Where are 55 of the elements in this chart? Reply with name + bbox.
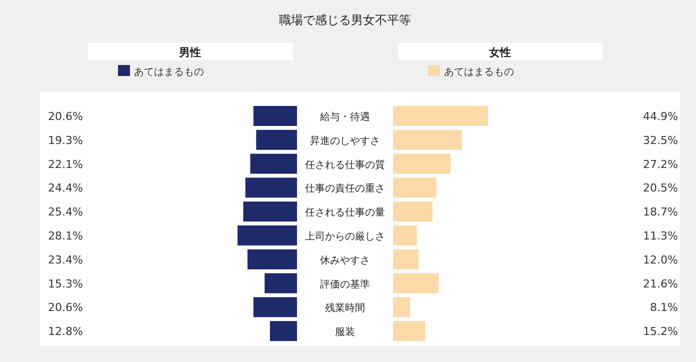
data-label: 23.4% [48, 253, 83, 266]
bar [393, 225, 417, 246]
data-label: 20.6% [48, 110, 83, 123]
text: 職場で感じる男女不平等 [279, 13, 411, 27]
data-label: 20.5% [643, 182, 678, 195]
data-label: 44.9% [643, 110, 678, 123]
data-label: 22.1% [48, 158, 83, 171]
bar [393, 202, 433, 222]
data-label: 28.1% [48, 229, 83, 242]
y-tick-label: 休みやすさ [320, 255, 370, 266]
y-tick-label: 上司からの厳しさ [305, 230, 385, 242]
data-label: 12.8% [48, 325, 83, 338]
legend-label: あてはまるもの [444, 67, 514, 78]
y-tick-label: 昇進のしやすさ [310, 134, 380, 147]
bar [253, 106, 297, 126]
bar [253, 297, 297, 318]
chart-subtitle: 女性 [488, 46, 511, 59]
data-label: 21.6% [643, 277, 678, 290]
bar [238, 225, 297, 246]
bar [264, 273, 297, 294]
bar [256, 130, 297, 150]
data-label: 25.4% [48, 206, 83, 219]
bar [393, 106, 488, 126]
data-label: 32.5% [643, 134, 678, 147]
bar [245, 178, 297, 198]
y-tick-label: 給与・待遇 [319, 110, 370, 123]
bar [393, 154, 451, 174]
data-label: 20.6% [48, 301, 83, 314]
data-label: 24.4% [48, 182, 83, 195]
bar [243, 202, 297, 222]
bar [393, 297, 410, 318]
bar [247, 249, 297, 270]
bar [270, 321, 297, 342]
bar [393, 249, 418, 270]
y-tick-label: 評価の基準 [320, 278, 370, 290]
data-label: 27.2% [643, 158, 678, 171]
legend-label: あてはまるもの [134, 67, 204, 78]
bar [393, 130, 462, 150]
y-tick-label: 残業時間 [325, 302, 365, 314]
bar [393, 178, 436, 198]
data-label: 15.3% [48, 277, 83, 290]
data-label: 11.3% [643, 229, 678, 242]
y-tick-label: 仕事の責任の重さ [305, 182, 385, 195]
data-label: 12.0% [643, 253, 678, 266]
bar [250, 154, 297, 174]
y-tick-label: 任される仕事の量 [304, 206, 385, 219]
y-tick-label: 任される仕事の質 [304, 158, 385, 171]
bar [393, 321, 426, 342]
data-label: 8.1% [650, 301, 678, 314]
y-tick-label: 服装 [335, 326, 355, 338]
data-label: 19.3% [48, 134, 83, 147]
data-label: 18.7% [643, 206, 678, 219]
bar [393, 273, 439, 294]
chart-subtitle: 男性 [178, 46, 201, 59]
data-label: 15.2% [643, 325, 678, 338]
